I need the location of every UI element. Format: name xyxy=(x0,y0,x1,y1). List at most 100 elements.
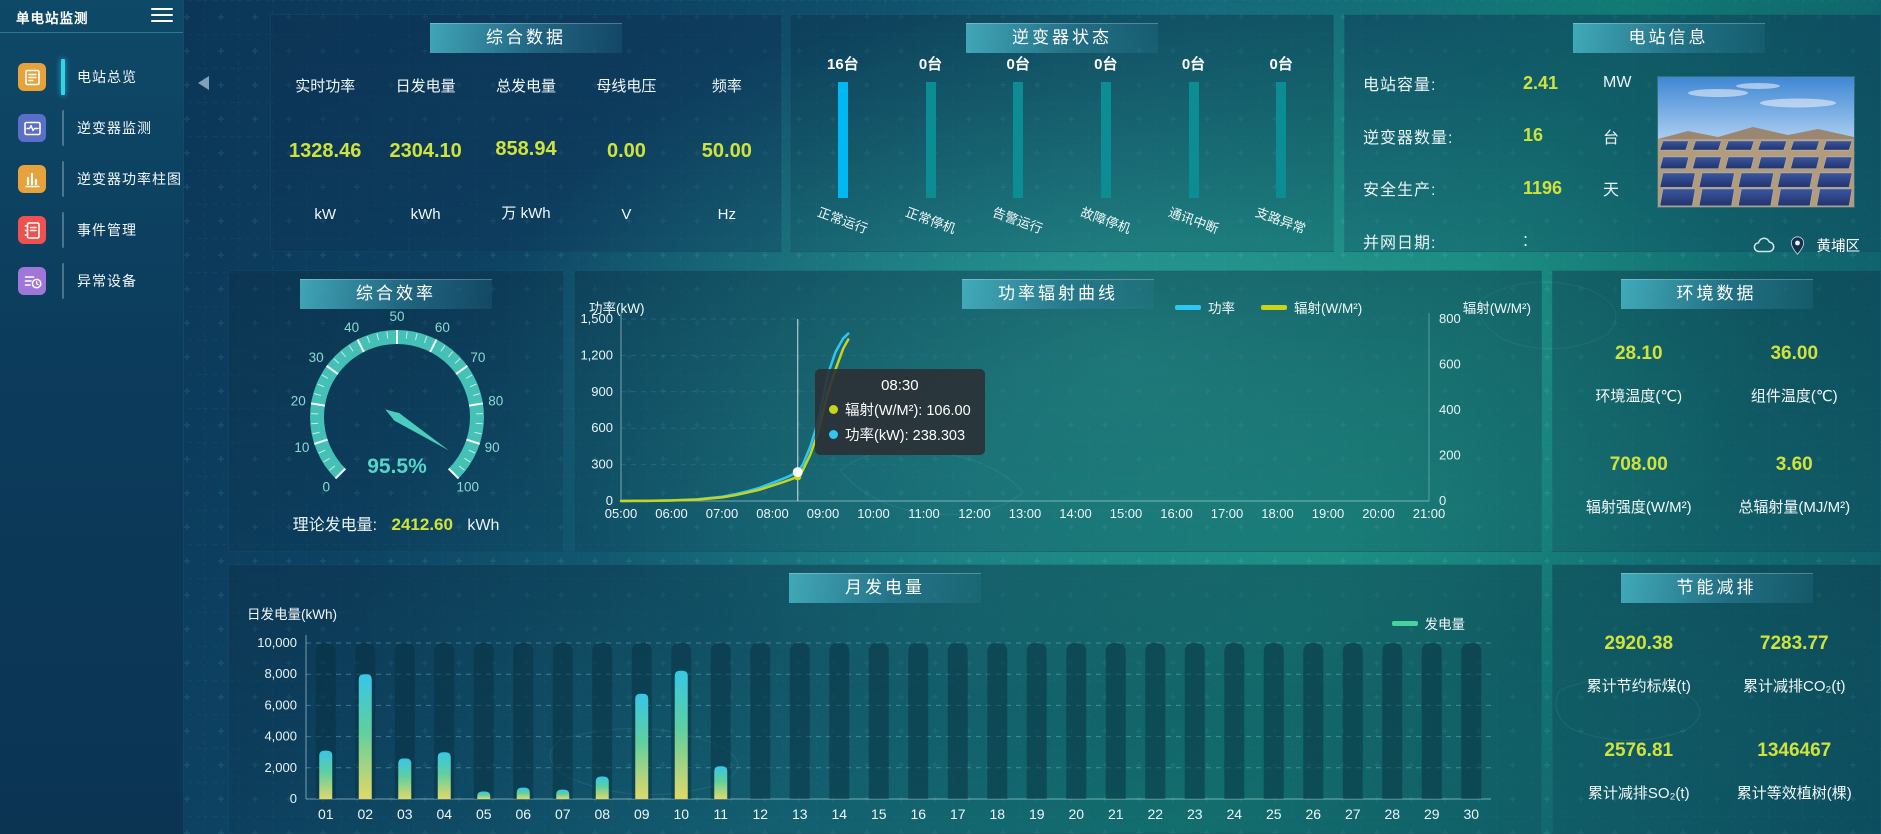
bar-axis-name: 日发电量(kWh) xyxy=(247,607,337,622)
bar-chart-legend[interactable]: 发电量 xyxy=(1391,613,1465,633)
svg-text:200: 200 xyxy=(1439,448,1461,463)
svg-text:30: 30 xyxy=(1463,806,1479,822)
station-row-label: 安全生产: xyxy=(1363,182,1437,200)
inverter-status-label: 正常运行 xyxy=(815,204,870,237)
hamburger-menu-icon[interactable] xyxy=(151,8,173,25)
station-row-unit: 天 xyxy=(1603,182,1620,200)
sidebar-item-inverter-monitor[interactable]: 逆变器监测 xyxy=(18,108,183,148)
svg-text:0: 0 xyxy=(323,480,331,495)
svg-text:50: 50 xyxy=(389,309,404,324)
station-row-label: 逆变器数量: xyxy=(1363,129,1454,147)
svg-text:18:00: 18:00 xyxy=(1261,506,1294,521)
metric-label: 母线电压 xyxy=(596,78,657,95)
panel-summary-data: 综合数据 实时功率 1328.46 kW 日发电量 2304.10 kWh 总发电量 858.… xyxy=(270,14,782,252)
svg-text:13: 13 xyxy=(792,806,808,822)
sidebar-item-inverter-power-bars[interactable]: 逆变器功率柱图 xyxy=(18,159,183,199)
sidebar-item-event-management[interactable]: 事件管理 xyxy=(18,210,183,250)
panel-efficiency: 综合效率 0 10 20 30 40 50 60 70 80 90 100 95.5% 理论发电量: … xyxy=(228,270,564,552)
station-row: 电站容量: 2.41 MW xyxy=(1363,57,1693,110)
sidebar-header: 单电站监测 xyxy=(0,0,183,33)
svg-text:2,000: 2,000 xyxy=(264,760,297,775)
location-pin-icon[interactable] xyxy=(1790,236,1805,255)
svg-text:1,200: 1,200 xyxy=(580,347,613,362)
metric-value: 2304.10 xyxy=(389,139,462,162)
station-overview-icon xyxy=(18,63,46,91)
svg-text:07:00: 07:00 xyxy=(706,506,739,521)
metric-value: 0.00 xyxy=(606,139,646,162)
inverter-count: 0台 xyxy=(1006,56,1030,73)
station-row-unit: 台 xyxy=(1603,129,1620,147)
svg-text:07: 07 xyxy=(555,806,571,822)
sidebar-item-station-overview[interactable]: 电站总览 xyxy=(18,57,183,97)
svg-text:400: 400 xyxy=(1439,402,1461,417)
environment-item: 708.00 辐射强度(W/M²) xyxy=(1561,454,1717,517)
svg-text:04: 04 xyxy=(436,806,452,822)
environment-item-label: 环境温度(℃) xyxy=(1595,388,1683,405)
legend-power[interactable]: 功率 xyxy=(1175,297,1235,317)
metric-label: 总发电量 xyxy=(496,78,557,95)
svg-text:21: 21 xyxy=(1108,806,1124,822)
metric-value: 50.00 xyxy=(701,139,752,162)
svg-text:17:00: 17:00 xyxy=(1211,506,1244,521)
inverter-count: 16台 xyxy=(826,56,859,73)
panel-power-radiation-curve: 功率辐射曲线 功率(kW) 辐射(W/M²) 功率 辐射(W/M²) 0 300 6… xyxy=(574,270,1542,552)
energy-saving-item-label: 累计节约标煤(t) xyxy=(1586,678,1691,695)
svg-text:01: 01 xyxy=(318,806,334,822)
theoretical-generation: 理论发电量: 2412.60 kWh xyxy=(229,511,563,535)
svg-text:02: 02 xyxy=(357,806,373,822)
svg-text:14: 14 xyxy=(831,806,847,822)
inverter-monitor-icon xyxy=(18,114,46,142)
metric-value: 858.94 xyxy=(495,137,557,160)
inverter-status-item: 16台正常运行 xyxy=(799,53,887,247)
inverter-status-item: 0台 正常停机 xyxy=(887,53,975,247)
svg-text:19: 19 xyxy=(1029,806,1045,822)
right-axis-name: 辐射(W/M²) xyxy=(1462,301,1531,316)
panel-environment-data: 环境数据 28.10 环境温度(℃) 36.00 组件温度(℃) 708.00 辐射强度(… xyxy=(1552,270,1881,552)
svg-text:800: 800 xyxy=(1439,311,1461,326)
summary-metric: 总发电量 858.94 万 kWh xyxy=(476,61,576,243)
svg-text:8,000: 8,000 xyxy=(264,666,297,681)
inverter-status-bar xyxy=(1100,82,1111,198)
svg-text:600: 600 xyxy=(1439,357,1461,372)
weather-cloud-icon[interactable] xyxy=(1752,237,1778,255)
sidebar-item-abnormal-devices[interactable]: 异常设备 xyxy=(18,261,183,301)
chart-tooltip: 08:30 辐射(W/M²): 106.00 功率(kW): 238.303 xyxy=(815,369,985,455)
energy-saving-item: 2920.38 累计节约标煤(t) xyxy=(1561,633,1717,696)
summary-metric: 频率 50.00 Hz xyxy=(677,61,777,243)
inverter-status-label: 支路异常 xyxy=(1253,204,1308,237)
power-radiation-chart[interactable]: 0 300 600 900 1,200 1,500 0 200 400 600 800 05:00 06… xyxy=(575,271,1543,553)
panel-title: 综合数据 xyxy=(430,23,622,53)
environment-item-label: 辐射强度(W/M²) xyxy=(1585,499,1692,516)
svg-text:11: 11 xyxy=(713,806,728,822)
inverter-status-label: 通讯中断 xyxy=(1166,204,1221,237)
sidebar-collapse-arrow[interactable] xyxy=(198,76,209,90)
panel-title: 电站信息 xyxy=(1572,23,1765,53)
svg-text:15: 15 xyxy=(871,806,887,822)
svg-text:20: 20 xyxy=(291,393,306,408)
svg-text:12: 12 xyxy=(752,806,768,822)
panel-monthly-generation: 月发电量 日发电量(kWh) 发电量 0 2,000 4,000 6,000 8,000… xyxy=(228,564,1542,834)
inverter-status-label: 告警运行 xyxy=(990,204,1045,237)
line-chart-legend: 功率 辐射(W/M²) xyxy=(1175,297,1362,317)
summary-metrics: 实时功率 1328.46 kW 日发电量 2304.10 kWh 总发电量 858.94 万 k… xyxy=(275,61,777,243)
svg-text:12:00: 12:00 xyxy=(958,506,991,521)
inverter-status-bar xyxy=(1276,82,1287,198)
legend-radiation[interactable]: 辐射(W/M²) xyxy=(1261,297,1362,317)
svg-text:10: 10 xyxy=(294,440,309,455)
svg-text:40: 40 xyxy=(344,320,359,335)
svg-text:1,500: 1,500 xyxy=(580,311,613,326)
svg-text:23: 23 xyxy=(1187,806,1203,822)
svg-text:20:00: 20:00 xyxy=(1362,506,1395,521)
station-row-label: 并网日期: xyxy=(1363,234,1437,252)
efficiency-gauge: 0 10 20 30 40 50 60 70 80 90 100 95.5% xyxy=(291,309,504,495)
sidebar-item-label: 逆变器功率柱图 xyxy=(77,171,182,187)
svg-text:600: 600 xyxy=(591,420,613,435)
sidebar-item-label: 逆变器监测 xyxy=(77,120,152,136)
inverter-count: 0台 xyxy=(1181,56,1206,73)
station-info-rows: 电站容量: 2.41 MW 逆变器数量: 16 台 安全生产: 1196 天 并… xyxy=(1363,57,1693,267)
svg-text:900: 900 xyxy=(591,384,613,399)
radiation-dot-icon xyxy=(829,405,838,414)
environment-item: 36.00 组件温度(℃) xyxy=(1717,343,1873,406)
station-row: 安全生产: 1196 天 xyxy=(1363,162,1693,215)
monthly-generation-chart[interactable]: 0 2,000 4,000 6,000 8,000 10,000 01 02 03 04 05 06 0… xyxy=(229,565,1543,834)
